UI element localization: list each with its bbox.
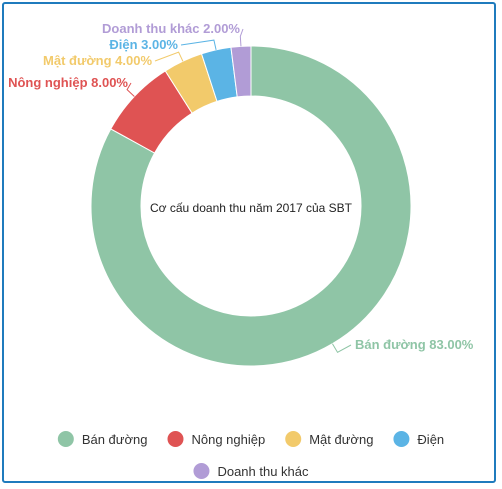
connector-nong-nghiep [126,82,135,97]
legend-marker [193,463,210,479]
legend-marker [57,431,74,447]
connector-ban-duong [332,343,352,353]
label-nong-nghiep: Nông nghiệp 8.00% [8,75,128,90]
legend-marker [167,431,184,447]
label-ban-duong: Bán đường 83.00% [355,337,474,352]
legend-item-doanh-thu-khac[interactable]: Doanh thu khác [193,463,309,479]
donut-slices [90,45,412,367]
legend-label: Mật đường [309,432,373,447]
legend-label: Điện [417,432,444,447]
slice-doanh-thu-khac[interactable] [230,45,252,98]
legend-label: Doanh thu khác [217,464,309,479]
chart-title: Cơ cấu doanh thu năm 2017 của SBT [150,201,353,215]
connector-doanh-thu-khac [239,28,244,47]
legend-item-mat-duong[interactable]: Mật đường [285,431,373,447]
legend-label: Bán đường [82,432,148,447]
legend-label: Nông nghiệp [191,432,265,447]
label-dien: Điện 3.00% [109,37,178,52]
legend-item-dien[interactable]: Điện [393,431,444,447]
label-mat-duong: Mật đường 4.00% [43,53,152,68]
legend[interactable]: Bán đường Nông nghiệp Mật đường Điện Doanh t… [57,431,444,479]
connector-mat-duong [154,51,184,62]
label-connectors [126,28,352,353]
legend-item-nong-nghiep[interactable]: Nông nghiệp [167,431,265,447]
label-doanh-thu-khac: Doanh thu khác 2.00% [102,21,240,36]
slice-ban-duong[interactable] [90,45,412,367]
slice-labels: Bán đường 83.00% Nông nghiệp 8.00% Mật đườ… [8,21,474,352]
connector-dien [180,39,217,50]
legend-marker [285,431,302,447]
legend-marker [393,431,410,447]
legend-item-ban-duong[interactable]: Bán đường [57,431,148,447]
